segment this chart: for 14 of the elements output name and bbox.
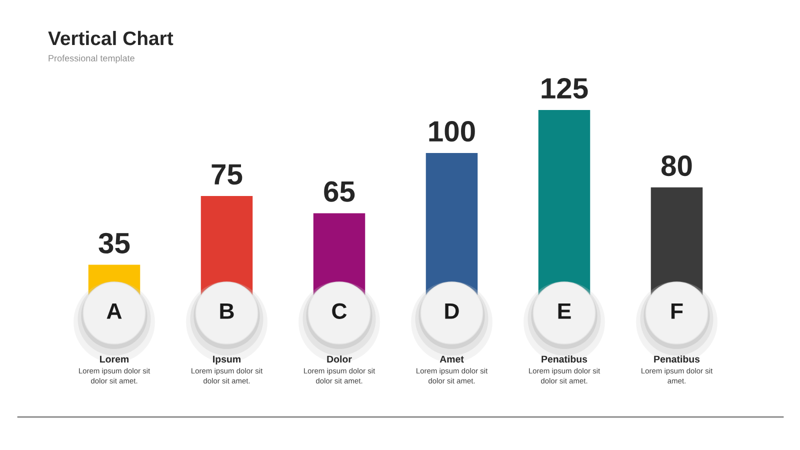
- x-tick-label: B: [220, 303, 234, 319]
- x-tick-label: D: [445, 303, 459, 319]
- data-label: 65: [324, 181, 355, 202]
- data-label: 35: [98, 232, 130, 254]
- x-tick-label: E: [558, 303, 571, 319]
- data-label: 100: [429, 121, 475, 142]
- data-label: 80: [661, 155, 692, 176]
- data-label: 125: [542, 78, 588, 99]
- chart-title: Vertical Chart: [48, 30, 174, 46]
- x-tick-label: F: [671, 303, 683, 319]
- data-label: 75: [212, 164, 242, 185]
- chart-subtitle: Professional template: [48, 54, 134, 64]
- x-tick-label: C: [332, 303, 347, 319]
- x-tick-label: A: [106, 303, 122, 319]
